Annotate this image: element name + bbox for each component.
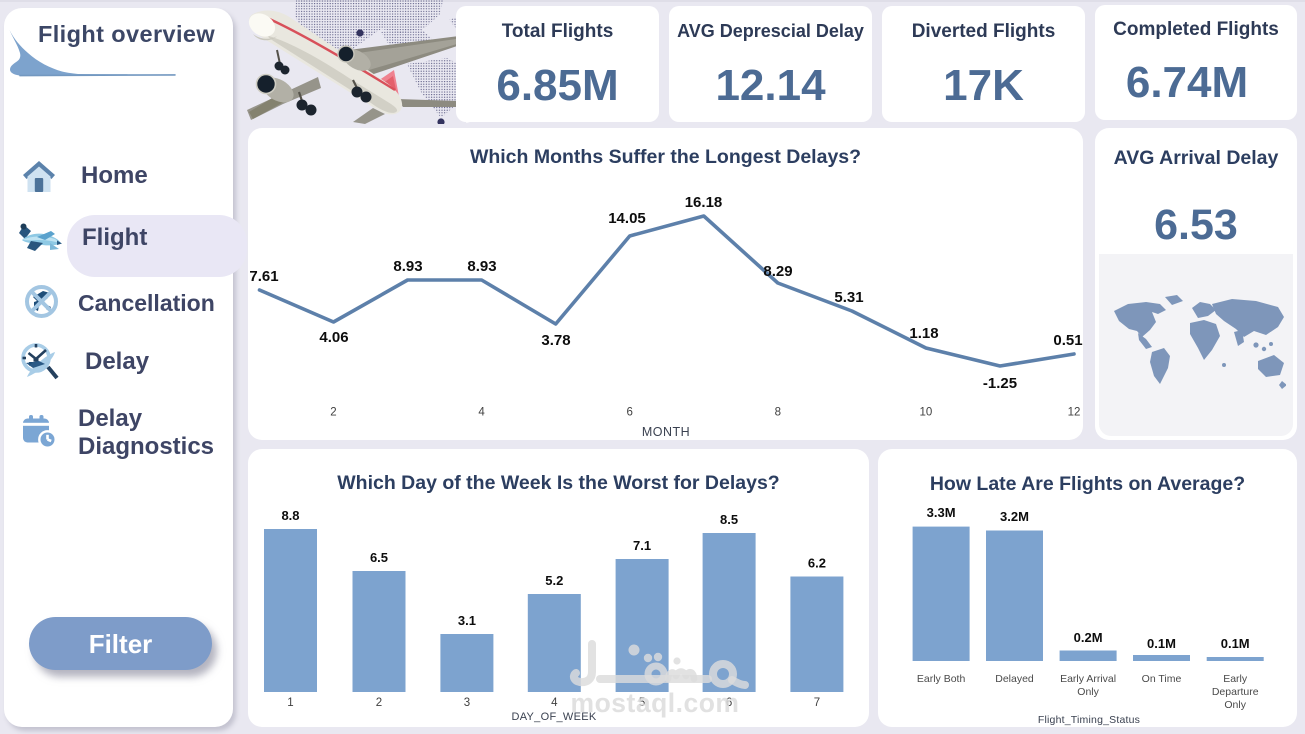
- svg-text:3: 3: [464, 697, 470, 709]
- svg-text:MONTH: MONTH: [642, 425, 690, 439]
- svg-text:7.61: 7.61: [249, 268, 278, 285]
- svg-text:5: 5: [639, 697, 645, 709]
- svg-text:Only: Only: [1077, 686, 1099, 698]
- svg-text:7: 7: [814, 697, 820, 709]
- svg-text:0.1M: 0.1M: [1147, 636, 1176, 651]
- svg-text:5.31: 5.31: [834, 289, 863, 306]
- svg-text:0.51: 0.51: [1053, 332, 1082, 349]
- svg-text:6: 6: [726, 697, 732, 709]
- svg-text:12: 12: [1068, 407, 1081, 419]
- svg-text:3.3M: 3.3M: [927, 505, 956, 520]
- svg-text:16.18: 16.18: [685, 194, 723, 211]
- svg-text:8.93: 8.93: [467, 258, 496, 275]
- svg-text:4.06: 4.06: [319, 329, 348, 346]
- svg-text:10: 10: [920, 407, 933, 419]
- svg-text:0.1M: 0.1M: [1221, 636, 1250, 651]
- svg-text:DAY_OF_WEEK: DAY_OF_WEEK: [511, 711, 596, 723]
- svg-text:Only: Only: [1224, 699, 1246, 711]
- svg-text:14.05: 14.05: [608, 210, 646, 227]
- svg-text:Delayed: Delayed: [995, 673, 1034, 685]
- svg-text:3.2M: 3.2M: [1000, 509, 1029, 524]
- svg-text:7.1: 7.1: [633, 538, 651, 553]
- svg-text:8.5: 8.5: [720, 512, 738, 527]
- svg-text:Early: Early: [1223, 673, 1248, 685]
- svg-text:mostaql.com: mostaql.com: [571, 688, 740, 718]
- svg-text:2: 2: [330, 407, 336, 419]
- svg-text:5.2: 5.2: [545, 573, 563, 588]
- svg-text:On Time: On Time: [1142, 673, 1182, 685]
- svg-text:0.2M: 0.2M: [1074, 630, 1103, 645]
- svg-text:8: 8: [775, 407, 781, 419]
- svg-text:Early Both: Early Both: [917, 673, 966, 685]
- svg-text:4: 4: [478, 407, 485, 419]
- svg-text:1: 1: [287, 697, 293, 709]
- svg-text:2: 2: [376, 697, 382, 709]
- svg-text:6.5: 6.5: [370, 550, 388, 565]
- svg-text:-1.25: -1.25: [983, 375, 1017, 392]
- svg-text:Departure: Departure: [1212, 686, 1259, 698]
- svg-text:4: 4: [551, 697, 558, 709]
- svg-text:Early Arrival: Early Arrival: [1060, 673, 1116, 685]
- svg-text:8.8: 8.8: [281, 508, 299, 523]
- svg-text:1.18: 1.18: [909, 325, 938, 342]
- svg-text:6: 6: [626, 407, 632, 419]
- svg-text:Flight_Timing_Status: Flight_Timing_Status: [1038, 714, 1140, 726]
- svg-text:3.78: 3.78: [541, 332, 570, 349]
- svg-text:8.93: 8.93: [393, 258, 422, 275]
- svg-text:3.1: 3.1: [458, 613, 476, 628]
- svg-text:6.2: 6.2: [808, 556, 826, 571]
- svg-text:8.29: 8.29: [763, 263, 792, 280]
